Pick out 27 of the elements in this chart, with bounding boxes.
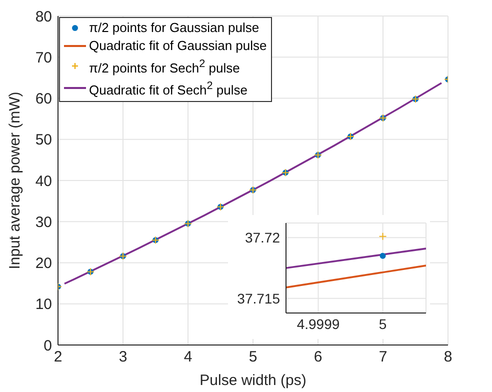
- y-tick-label: 37.715: [237, 290, 280, 306]
- y-tick-label: 70: [35, 49, 52, 66]
- y-tick-label: 40: [35, 172, 52, 190]
- y-tick-label: 10: [35, 296, 52, 314]
- y-tick-label: 80: [35, 8, 52, 26]
- x-tick-label: 4: [184, 348, 192, 366]
- y-tick-label: 60: [35, 90, 52, 108]
- legend-label: Quadratic fit of Sech$^{2}$ pulse: [89, 79, 248, 100]
- y-tick-label: 37.72: [244, 230, 280, 246]
- line-series: [64, 82, 442, 285]
- y-tick-label: 30: [35, 214, 52, 231]
- x-tick-label: 5: [248, 348, 258, 366]
- y-tick-label: 50: [35, 132, 52, 149]
- x-tick-label: 8: [444, 348, 452, 366]
- x-tick-label: 3: [118, 348, 128, 366]
- x-tick-label: 6: [314, 348, 322, 366]
- x-tick-label: 2: [54, 348, 62, 366]
- x-tick-label: 7: [378, 348, 388, 366]
- legend-label: Quadratic fit of Gaussian pulse: [89, 37, 267, 55]
- x-axis-title: Pulse width (ps): [200, 372, 306, 389]
- x-tick-label: 5: [378, 316, 387, 332]
- y-tick-label: 0: [44, 337, 52, 354]
- legend-label: π/2 points for Gaussian pulse: [89, 19, 260, 37]
- y-axis-title: Input average power (mW): [6, 92, 24, 270]
- y-tick-label: 20: [35, 255, 52, 272]
- x-tick-label: 4.9999: [296, 316, 340, 332]
- legend-label: π/2 points for Sech$^{2}$ pulse: [89, 57, 240, 78]
